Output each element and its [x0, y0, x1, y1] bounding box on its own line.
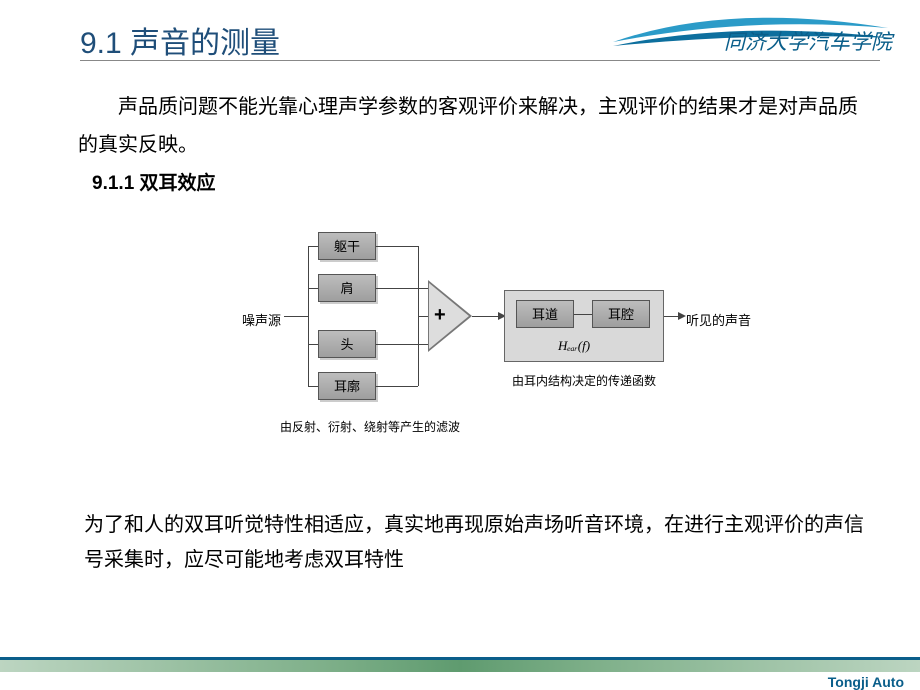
- filter-box-head: 头: [318, 330, 376, 358]
- filter-box-shoulder: 肩: [318, 274, 376, 302]
- subheading: 9.1.1 双耳效应: [92, 168, 216, 195]
- ear-box-label: 耳道: [532, 307, 558, 322]
- paragraph-2: 为了和人的双耳听觉特性相适应，真实地再现原始声场听音环境，在进行主观评价的声信号…: [84, 508, 870, 578]
- caption-filters: 由反射、衍射、绕射等产生的滤波: [280, 418, 460, 435]
- output-label: 听见的声音: [686, 310, 751, 329]
- arrow-out: [678, 312, 686, 320]
- line-src: [284, 316, 308, 317]
- line-b1-in: [308, 288, 318, 289]
- line-b0-out: [376, 246, 418, 247]
- footer-text: Tongji Auto: [828, 674, 904, 690]
- binaural-diagram: 噪声源 躯干 肩 头 耳廓 + 耳道 耳腔 Hₑₐᵣ(f) 听见的声音 由反射、…: [246, 228, 776, 438]
- filter-box-pinna: 耳廓: [318, 372, 376, 400]
- ear-box-label: 耳腔: [608, 307, 634, 322]
- line-b1-out: [376, 288, 428, 289]
- paragraph-1: 声品质问题不能光靠心理声学参数的客观评价来解决，主观评价的结果才是对声品质的真实…: [78, 88, 868, 164]
- footer-band: [0, 660, 920, 672]
- line-to-tri: [418, 316, 428, 317]
- filter-box-label: 肩: [340, 275, 353, 303]
- summing-plus: +: [434, 304, 446, 327]
- filter-box-trunk: 躯干: [318, 232, 376, 260]
- line-b2-in: [308, 344, 318, 345]
- filter-box-label: 头: [340, 331, 353, 359]
- ear-box-canal: 耳道: [516, 300, 574, 328]
- ear-transfer-label: Hₑₐᵣ(f): [558, 338, 590, 354]
- header-divider: [80, 60, 880, 61]
- logo-text: 同济大学汽车学院: [724, 26, 892, 56]
- line-b0-in: [308, 246, 318, 247]
- source-label: 噪声源: [242, 310, 281, 329]
- line-b2-out: [376, 344, 428, 345]
- page-title: 9.1 声音的测量: [80, 18, 280, 62]
- line-ear-mid: [574, 314, 592, 315]
- filter-box-label: 耳廓: [334, 373, 360, 401]
- filter-box-label: 躯干: [334, 233, 360, 261]
- line-bus: [308, 246, 309, 386]
- ear-box-cavity: 耳腔: [592, 300, 650, 328]
- line-b3-in: [308, 386, 318, 387]
- caption-ear: 由耳内结构决定的传递函数: [512, 372, 656, 389]
- line-b3-out: [376, 386, 418, 387]
